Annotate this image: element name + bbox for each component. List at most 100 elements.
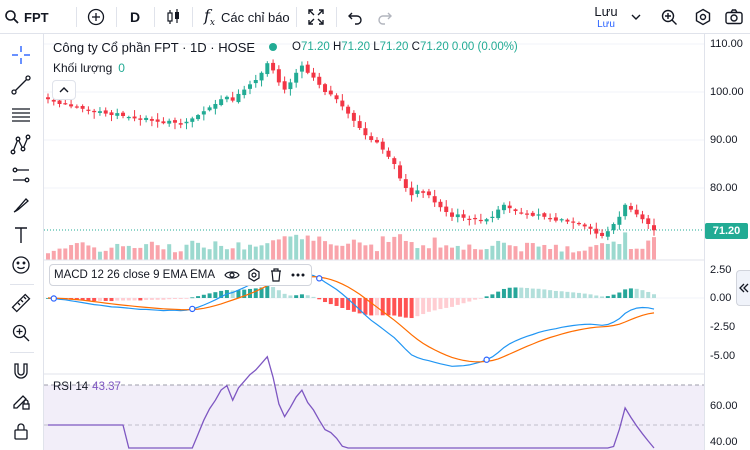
redo-icon: [378, 12, 392, 25]
brush-icon[interactable]: [10, 194, 32, 216]
volume-bar: [628, 248, 633, 260]
volume-bar: [588, 246, 593, 260]
candle-body: [126, 116, 131, 119]
emoji-icon[interactable]: [10, 254, 32, 276]
macd-label-0: 0.00: [710, 292, 732, 304]
expand-panel-button[interactable]: [736, 270, 750, 306]
macd-histogram-bar: [490, 294, 495, 298]
ruler-icon[interactable]: [10, 292, 32, 314]
volume-bar: [380, 236, 385, 260]
macd-histogram-bar: [253, 288, 258, 298]
macd-histogram-bar: [640, 290, 645, 298]
pencil-lock-icon[interactable]: [10, 390, 32, 412]
fullscreen-button[interactable]: [307, 0, 325, 34]
crosshair-icon[interactable]: [10, 44, 32, 66]
trend-line-icon[interactable]: [10, 74, 32, 96]
candle-body: [600, 232, 605, 236]
collapse-legend-button[interactable]: [52, 80, 76, 100]
ohlc-legend: O71.20 H71.20 L71.20 C71.20 0.00 (0.00%): [292, 41, 518, 53]
macd-histogram-bar: [478, 298, 483, 299]
chart-type-button[interactable]: [166, 0, 182, 34]
candle-body: [392, 158, 397, 164]
volume-bar: [305, 235, 310, 260]
symbol-search[interactable]: FPT: [4, 0, 49, 34]
indicators-button[interactable]: fx Các chỉ báo: [204, 0, 290, 34]
candle-body: [351, 112, 356, 121]
candle-body: [236, 93, 241, 103]
candle-body: [386, 150, 391, 157]
candle-body: [363, 128, 368, 136]
zoom-in-icon[interactable]: [10, 322, 32, 344]
volume-bar: [242, 249, 247, 260]
candle-body: [490, 216, 495, 218]
macd-histogram-bar: [369, 298, 374, 316]
volume-bar: [282, 236, 287, 260]
candle-body: [426, 191, 431, 196]
macd-histogram-bar: [380, 298, 385, 316]
plus-circle-icon: [87, 8, 105, 26]
candle-body: [438, 201, 443, 208]
volume-legend[interactable]: Khối lượng 0: [53, 61, 125, 75]
save-sublabel: Lưu: [597, 19, 615, 30]
volume-bar: [565, 246, 570, 260]
remove-indicator-button[interactable]: [267, 267, 285, 283]
volume-bar: [605, 243, 610, 260]
volume-bar: [334, 245, 339, 260]
undo-button[interactable]: [347, 0, 363, 34]
volume-bar: [536, 246, 541, 260]
rsi-legend[interactable]: RSI 14 43.37: [53, 381, 121, 393]
macd-histogram-bar: [455, 298, 460, 305]
save-button[interactable]: Lưu Lưu: [588, 4, 624, 30]
macd-histogram-bar: [207, 293, 212, 298]
symbol-label: FPT: [24, 9, 49, 25]
volume-bar: [172, 252, 177, 260]
save-menu-button[interactable]: [631, 0, 641, 34]
candle-body: [253, 80, 258, 84]
interval-button[interactable]: D: [130, 9, 141, 25]
chart-canvas[interactable]: [44, 34, 704, 450]
more-button[interactable]: [289, 267, 307, 283]
macd-histogram-bar: [415, 298, 420, 317]
macd-histogram-bar: [86, 298, 91, 301]
macd-histogram-bar: [80, 298, 85, 301]
pattern-icon[interactable]: [10, 134, 32, 156]
macd-histogram-bar: [652, 294, 656, 298]
price-scale[interactable]: [704, 34, 750, 450]
candle-body: [553, 217, 558, 221]
volume-bars: [46, 232, 656, 260]
visibility-button[interactable]: [223, 267, 241, 283]
divider: [10, 352, 34, 353]
horizontal-lines-icon[interactable]: [10, 104, 32, 126]
volume-bar: [294, 234, 299, 260]
candle-body: [652, 225, 656, 231]
candle-body: [144, 117, 149, 121]
volume-bar: [421, 245, 426, 260]
volume-bar: [259, 245, 264, 260]
compare-button[interactable]: [87, 0, 105, 34]
macd-histogram-bar: [542, 289, 547, 298]
volume-bar: [115, 243, 120, 260]
top-toolbar: FPT D fx Các chỉ báo Lưu Lưu: [0, 0, 750, 34]
volume-bar: [611, 241, 616, 260]
volume-bar: [51, 250, 56, 260]
text-icon[interactable]: [10, 224, 32, 246]
candle-body: [617, 216, 622, 225]
volume-bar: [652, 237, 656, 260]
volume-bar: [103, 250, 108, 260]
magnet-icon[interactable]: [10, 360, 32, 382]
macd-histogram-bar: [398, 298, 403, 317]
settings-button[interactable]: [694, 0, 712, 34]
macd-legend[interactable]: MACD 12 26 close 9 EMA EMA: [49, 264, 313, 286]
redo-button[interactable]: [377, 0, 393, 34]
candle-body: [207, 107, 212, 111]
indicator-settings-button[interactable]: [245, 267, 263, 283]
settings-icon: [248, 268, 260, 282]
volume-bar: [265, 243, 270, 260]
projection-icon[interactable]: [10, 164, 32, 186]
candle-body: [478, 219, 483, 222]
candle-body: [299, 65, 304, 72]
snapshot-button[interactable]: [724, 0, 744, 34]
volume-bar: [190, 240, 195, 260]
quick-search-button[interactable]: [660, 0, 678, 34]
lock-icon[interactable]: [10, 420, 32, 442]
